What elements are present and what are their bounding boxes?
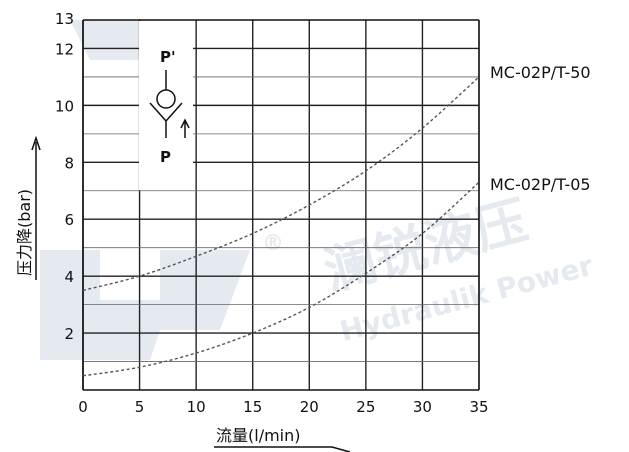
series-label-2: MC-02P/T-05 — [490, 175, 591, 194]
y-tick-label: 12 — [55, 40, 74, 58]
y-tick-label: 6 — [64, 211, 74, 229]
symbol-bottom-label: P — [160, 148, 171, 166]
x-tick-label: 25 — [356, 398, 375, 416]
x-tick-label: 30 — [413, 398, 432, 416]
check-ball-icon — [156, 89, 176, 109]
series-label-1: MC-02P/T-50 — [490, 63, 591, 82]
series-line-1 — [82, 76, 480, 292]
x-tick-label: 10 — [187, 398, 206, 416]
y-axis-title-arrow-icon — [31, 135, 41, 280]
watermark-logo-top — [70, 20, 160, 60]
watermark-registered: ® — [262, 231, 284, 256]
y-tick-label: 4 — [64, 268, 74, 286]
y-tick-label: 13 — [55, 10, 74, 28]
y-tick-label: 10 — [55, 97, 74, 115]
series-curves — [82, 76, 480, 377]
check-valve-symbol: P' P — [139, 21, 193, 190]
x-tick-label: 0 — [78, 398, 88, 416]
y-tick-label: 2 — [64, 325, 74, 343]
symbol-box — [139, 21, 193, 190]
series-labels: MC-02P/T-50 MC-02P/T-05 — [490, 63, 591, 194]
x-tick-label: 20 — [300, 398, 319, 416]
x-tick-label: 15 — [243, 398, 262, 416]
x-axis-title: 流量(l/min) — [216, 426, 301, 445]
grid — [82, 19, 480, 391]
y-tick-label: 8 — [64, 154, 74, 172]
flow-arrow-icon — [180, 118, 190, 138]
symbol-top-label: P' — [160, 48, 176, 66]
x-axis-title-arrow-icon — [214, 446, 351, 452]
tick-labels: 0 5 10 15 20 25 30 35 2 4 6 8 10 12 13 — [55, 10, 489, 416]
x-tick-label: 35 — [469, 398, 488, 416]
x-tick-label: 5 — [135, 398, 145, 416]
y-axis-title: 压力降(bar) — [15, 189, 34, 276]
